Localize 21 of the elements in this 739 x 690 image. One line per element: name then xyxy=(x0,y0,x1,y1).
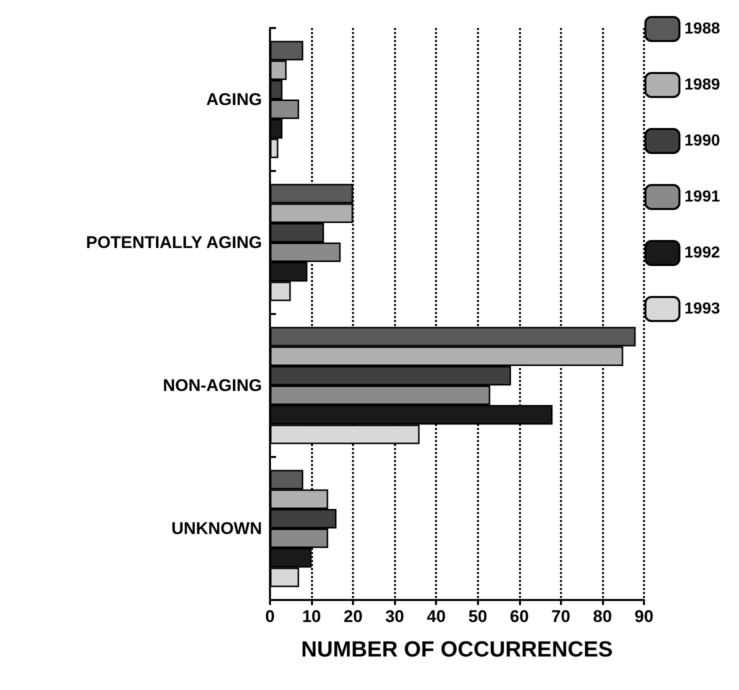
x-tick-label: 70 xyxy=(551,607,570,626)
x-tick-label: 90 xyxy=(634,607,654,626)
legend-label: 1990 xyxy=(684,132,720,150)
y-tick-label: UNKNOWN xyxy=(171,519,262,538)
legend-label: 1988 xyxy=(684,20,720,38)
x-tick-label: 0 xyxy=(265,607,275,626)
x-tick-label: 10 xyxy=(302,607,322,626)
x-axis-title: NUMBER OF OCCURRENCES xyxy=(301,636,613,662)
y-tick-label: POTENTIALLY AGING xyxy=(86,233,262,252)
y-tick-label: NON-AGING xyxy=(162,376,262,395)
x-tick-label: 60 xyxy=(510,607,529,626)
x-tick-label: 40 xyxy=(426,607,446,626)
legend-label: 1991 xyxy=(684,188,720,206)
legend-label: 1993 xyxy=(684,300,720,318)
legend-label: 1992 xyxy=(684,244,720,262)
x-tick-label: 80 xyxy=(592,607,612,626)
x-tick-label: 30 xyxy=(385,607,404,626)
x-tick-label: 50 xyxy=(468,607,488,626)
x-tick-label: 20 xyxy=(344,607,363,626)
legend-label: 1989 xyxy=(684,76,720,94)
y-tick-label: AGING xyxy=(206,90,262,109)
